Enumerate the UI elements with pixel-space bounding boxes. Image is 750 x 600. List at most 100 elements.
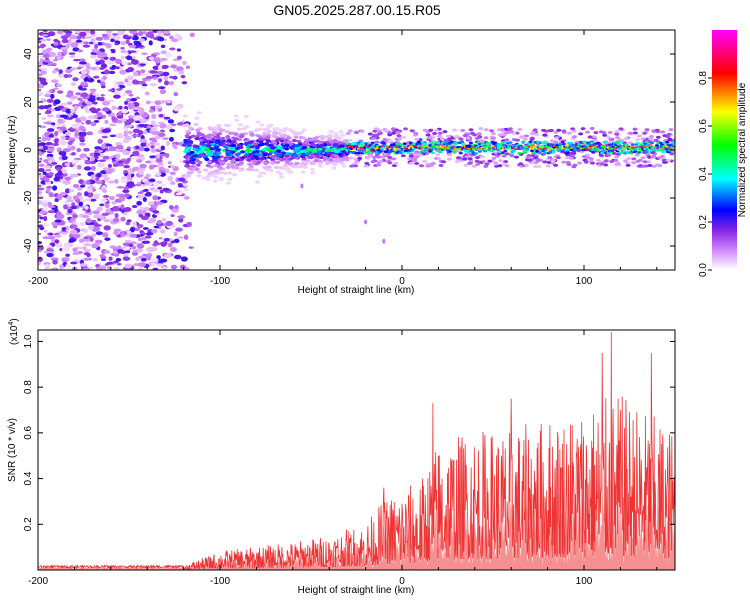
signal-cell <box>345 142 350 145</box>
noise-cell <box>151 229 158 234</box>
spectrogram-marks <box>38 30 675 270</box>
noise-cell <box>65 263 72 269</box>
noise-cell <box>79 263 88 267</box>
noise-cell <box>127 102 135 107</box>
band-cell <box>247 167 253 171</box>
noise-cell <box>115 58 122 65</box>
haze-cell <box>634 153 640 157</box>
noise-cell <box>48 51 56 57</box>
noise-cell <box>119 69 127 75</box>
haze-cell <box>593 131 599 135</box>
noise-cell <box>120 177 128 184</box>
noise-cell <box>78 64 85 67</box>
band-cell <box>328 129 334 134</box>
noise-cell <box>69 34 77 40</box>
band-cell <box>272 131 278 135</box>
noise-cell <box>63 204 68 210</box>
haze-cell <box>499 128 505 132</box>
haze-cell <box>441 160 447 164</box>
noise-cell <box>114 42 119 46</box>
noise-cell <box>137 31 144 37</box>
noise-cell <box>101 100 110 106</box>
noise-cell <box>109 245 117 249</box>
noise-cell <box>102 132 110 137</box>
haze-cell <box>542 160 548 164</box>
noise-cell <box>167 161 172 165</box>
signal-cell <box>665 140 670 144</box>
noise-cell <box>38 83 43 89</box>
signal-cell <box>453 141 458 144</box>
haze-cell <box>491 136 497 140</box>
noise-cell <box>80 70 88 75</box>
haze-cell <box>653 138 659 142</box>
haze-cell <box>518 162 524 166</box>
haze-cell <box>608 137 614 141</box>
noise-cell <box>102 155 110 160</box>
noise-cell <box>136 243 145 249</box>
haze-cell <box>427 136 433 140</box>
noise-cell <box>149 70 158 74</box>
band-cell <box>186 174 192 178</box>
noise-cell <box>135 183 142 187</box>
band-cell <box>264 141 270 146</box>
noise-cell <box>185 65 191 69</box>
noise-cell <box>77 196 84 200</box>
noise-cell <box>113 91 122 95</box>
haze-cell <box>578 132 584 136</box>
noise-cell <box>118 105 123 110</box>
noise-cell <box>122 189 130 194</box>
haze-cell <box>644 128 650 132</box>
band-cell <box>276 137 282 141</box>
noise-cell <box>103 176 110 181</box>
noise-cell <box>54 138 60 144</box>
band-cell <box>222 171 228 175</box>
band-cell <box>210 170 216 174</box>
band-cell <box>312 139 318 143</box>
signal-cell <box>672 150 675 154</box>
noise-cell <box>45 168 52 172</box>
haze-cell <box>401 135 407 139</box>
haze-cell <box>553 130 559 134</box>
haze-cell <box>566 131 572 135</box>
noise-cell <box>129 233 137 238</box>
haze-cell <box>396 134 402 138</box>
noise-cell <box>72 247 78 253</box>
noise-cell <box>116 263 122 266</box>
noise-cell <box>130 155 139 160</box>
noise-cell <box>79 116 87 122</box>
band-cell <box>339 158 345 162</box>
haze-cell <box>462 157 468 161</box>
haze-cell <box>349 164 355 168</box>
noise-cell <box>53 234 62 238</box>
noise-cell <box>94 146 102 150</box>
haze-cell <box>523 134 529 138</box>
signal-cell <box>356 151 361 155</box>
band-cell <box>225 123 231 128</box>
noise-cell <box>174 254 182 260</box>
noise-cell <box>41 136 47 142</box>
noise-cell <box>83 257 91 261</box>
band-cell <box>259 123 265 127</box>
band-cell <box>249 132 255 136</box>
noise-cell <box>86 187 93 193</box>
band-cell <box>287 127 293 132</box>
noise-cell <box>160 44 166 49</box>
noise-cell <box>103 42 111 47</box>
band-cell <box>288 142 294 146</box>
noise-cell <box>109 123 117 127</box>
band-cell <box>202 168 208 172</box>
noise-cell <box>69 229 78 235</box>
haze-cell <box>640 137 646 141</box>
haze-cell <box>511 132 517 136</box>
haze-cell <box>554 136 560 140</box>
signal-cell <box>423 143 428 146</box>
band-cell <box>326 143 332 147</box>
band-cell <box>269 161 275 165</box>
noise-cell <box>70 109 75 114</box>
noise-cell <box>111 33 119 36</box>
noise-cell <box>66 199 75 202</box>
noise-cell <box>107 164 112 168</box>
noise-cell <box>120 46 125 50</box>
noise-cell <box>140 85 147 90</box>
